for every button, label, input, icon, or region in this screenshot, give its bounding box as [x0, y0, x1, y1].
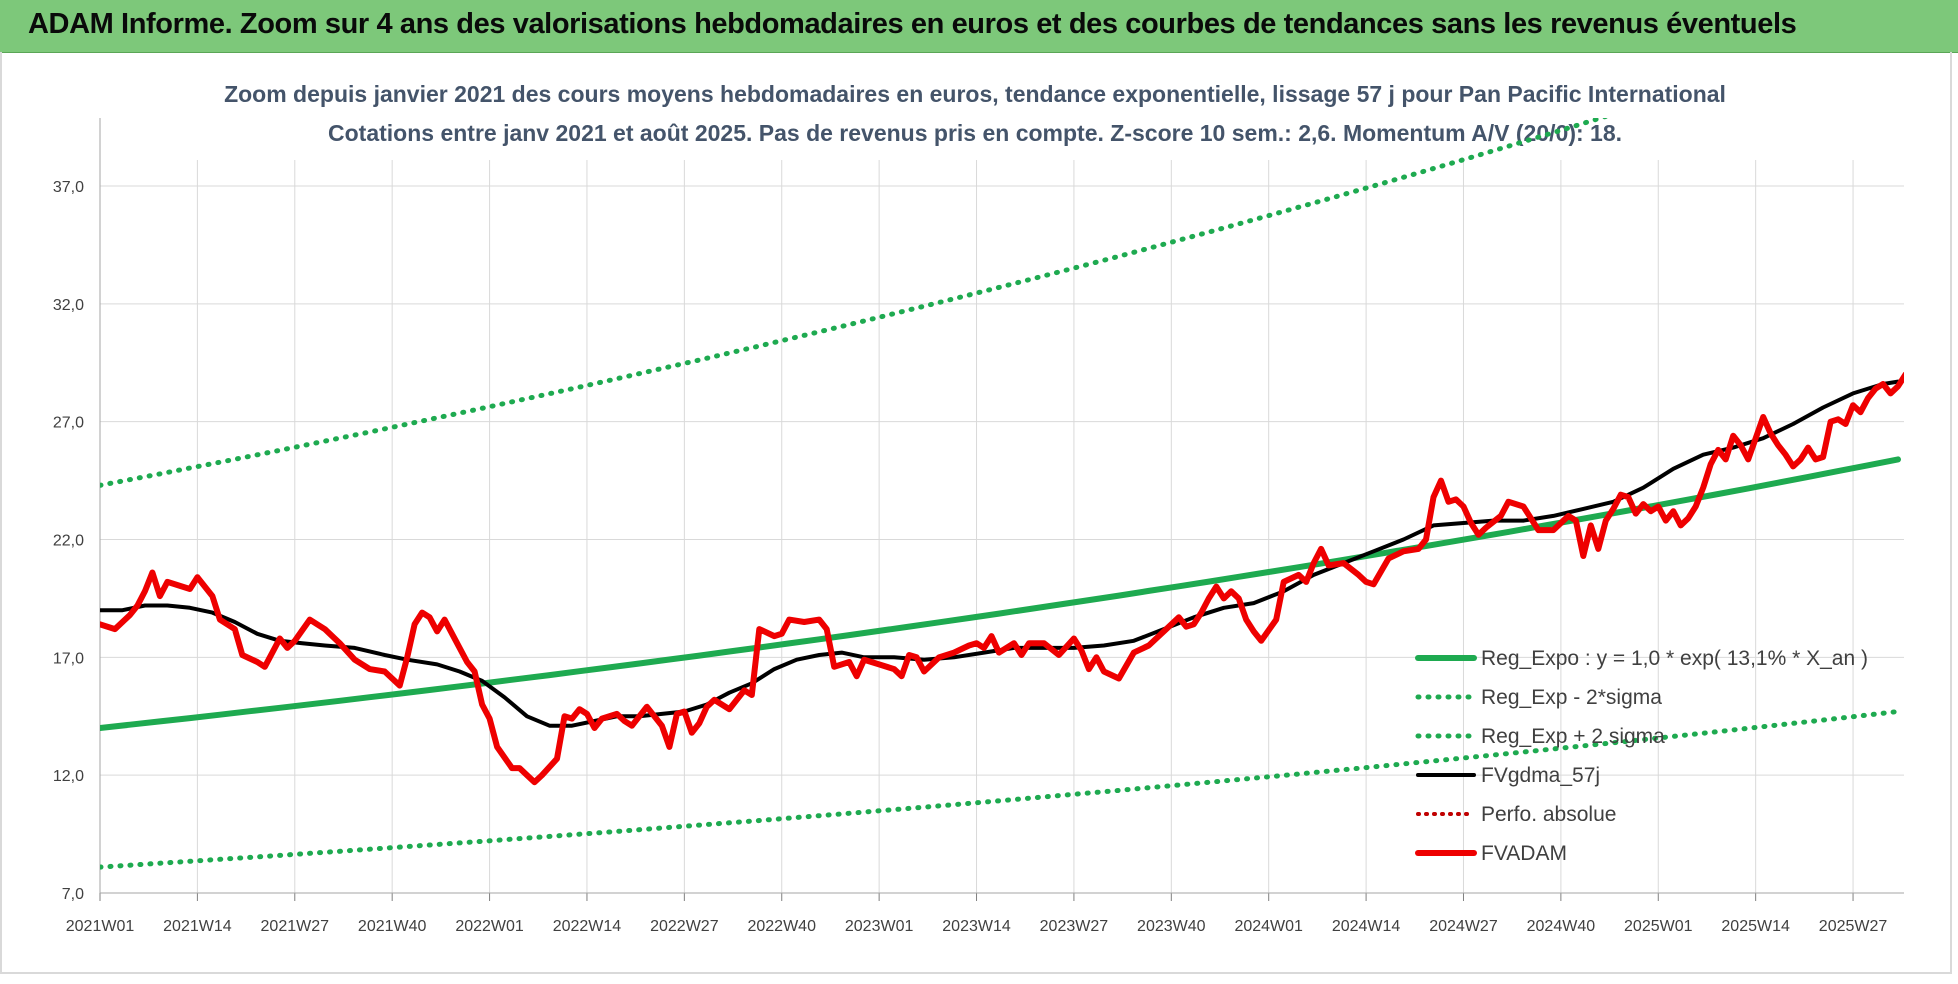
x-tick-label: 2023W14 [942, 918, 1011, 935]
x-tick-label: 2022W14 [553, 918, 622, 935]
y-tick-label: 17,0 [53, 650, 84, 667]
x-tick-label: 2021W40 [358, 918, 427, 935]
y-tick-label: 37,0 [53, 179, 84, 196]
x-tick-label: 2022W27 [650, 918, 719, 935]
legend-label: Perfo. absolue [1481, 803, 1616, 826]
chart-frame [0, 52, 1952, 974]
x-tick-label: 2024W14 [1332, 918, 1401, 935]
y-tick-label: 12,0 [53, 768, 84, 785]
y-tick-label: 22,0 [53, 533, 84, 550]
series-reg-minus-2sigma [100, 709, 1901, 870]
header-banner: ADAM Informe. Zoom sur 4 ans des valoris… [0, 0, 1958, 53]
series-reg-expo [100, 456, 1901, 731]
x-tick-label: 2022W40 [747, 918, 816, 935]
x-tick-label: 2024W27 [1429, 918, 1498, 935]
legend-label: Reg_Exp - 2*sigma [1481, 686, 1662, 709]
chart-subtitle: Cotations entre janv 2021 et août 2025. … [328, 120, 1622, 146]
x-tick-label: 2021W27 [261, 918, 330, 935]
x-tick-label: 2025W14 [1721, 918, 1790, 935]
x-tick-label: 2024W01 [1234, 918, 1303, 935]
x-tick-label: 2025W27 [1819, 918, 1888, 935]
chart-grid [99, 160, 1904, 894]
y-tick-label: 7,0 [62, 886, 84, 903]
chart-legend: Reg_Expo : y = 1,0 * exp( 13,1% * X_an )… [1415, 647, 1868, 865]
chart-title: Zoom depuis janvier 2021 des cours moyen… [224, 81, 1726, 107]
x-tick-label: 2023W27 [1040, 918, 1109, 935]
legend-label: FVgdma_57j [1481, 764, 1600, 787]
x-tick-label: 2025W01 [1624, 918, 1693, 935]
series-fvadam [100, 371, 1904, 786]
legend-label: FVADAM [1481, 842, 1567, 865]
series-reg-plus-2sigma [100, 118, 1610, 488]
page-title: ADAM Informe. Zoom sur 4 ans des valoris… [28, 8, 1797, 40]
x-tick-label: 2022W01 [455, 918, 524, 935]
x-tick-label: 2023W01 [845, 918, 914, 935]
x-tick-label: 2021W01 [66, 918, 135, 935]
x-tick-label: 2024W40 [1527, 918, 1596, 935]
chart-axes: 2021W01 2021W14 2021W27 2021W40 2022W01 2022W… [53, 118, 1904, 935]
x-tick-label: 2023W40 [1137, 918, 1206, 935]
y-tick-label: 32,0 [53, 297, 84, 314]
x-tick-label: 2021W14 [163, 918, 232, 935]
series-fvgdma-57j [100, 379, 1900, 728]
legend-label: Reg_Expo : y = 1,0 * exp( 13,1% * X_an ) [1481, 647, 1868, 670]
chart-plot-area [100, 118, 1904, 870]
y-tick-label: 27,0 [53, 415, 84, 432]
legend-label: Reg_Exp + 2 sigma [1481, 725, 1665, 748]
